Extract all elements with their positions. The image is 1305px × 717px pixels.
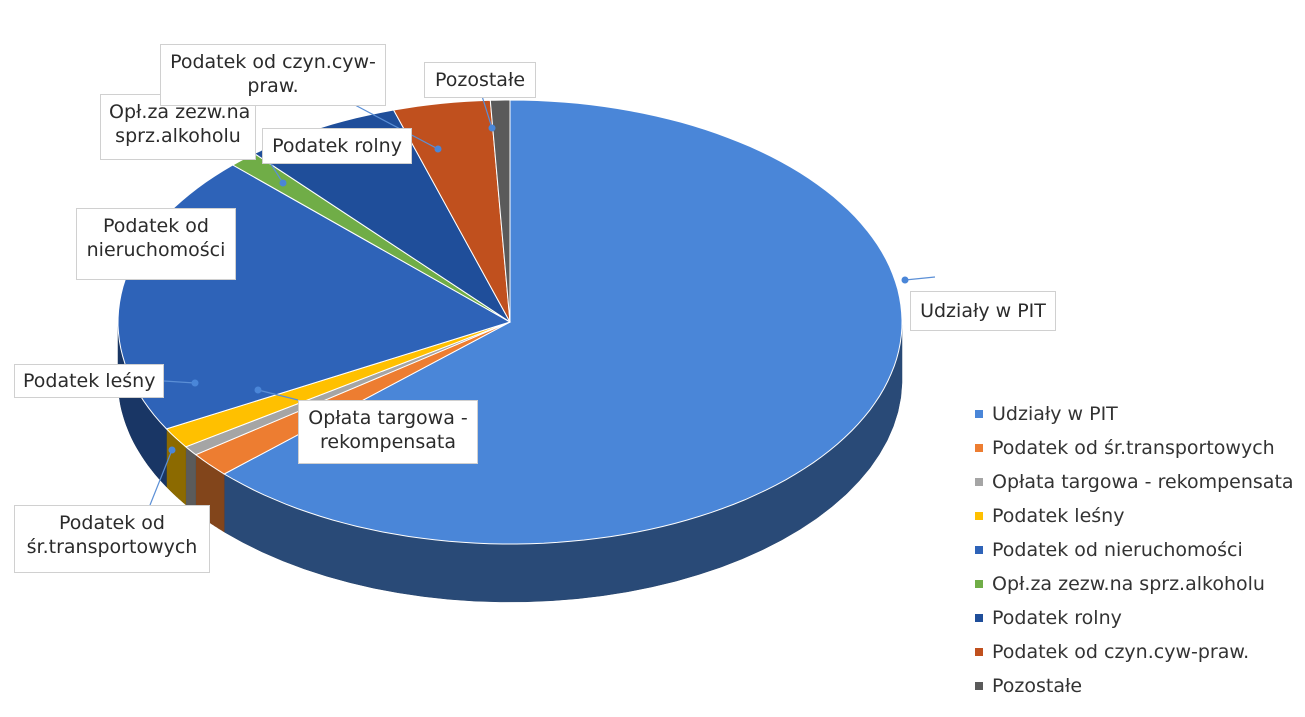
callout-alkohol: Opł.za zezw.na sprz.alkoholu: [100, 94, 256, 160]
leader-line: [163, 380, 196, 384]
legend-label: Podatek rolny: [992, 607, 1122, 629]
legend: Udziały w PIT Podatek od śr.transportowy…: [975, 397, 1295, 703]
legend-item: Podatek leśny: [975, 499, 1295, 533]
legend-label: Udziały w PIT: [992, 403, 1118, 425]
leader-line: [481, 95, 493, 129]
callout-pozostale: Pozostałe: [424, 62, 536, 98]
legend-swatch: [975, 614, 983, 622]
legend-item: Podatek od czyn.cyw-praw.: [975, 635, 1295, 669]
leader-line: [257, 389, 299, 401]
pie-slice-pozostale: [489, 99, 511, 323]
pie-slice-podatek-od-czyn-cyw-praw: [392, 99, 511, 323]
legend-item: Pozostałe: [975, 669, 1295, 703]
leader-line: [904, 276, 936, 281]
legend-label: Pozostałe: [992, 675, 1083, 697]
legend-swatch: [975, 648, 983, 656]
leader-line: [354, 104, 439, 150]
callout-rolny: Podatek rolny: [262, 128, 412, 164]
callout-transport: Podatek od śr.transportowych: [14, 505, 210, 573]
legend-label: Opł.za zezw.na sprz.alkoholu: [992, 573, 1265, 595]
legend-swatch: [975, 580, 983, 588]
leader-marker: [279, 179, 287, 187]
legend-item: Podatek od śr.transportowych: [975, 431, 1295, 465]
legend-label: Podatek od czyn.cyw-praw.: [992, 641, 1250, 663]
callout-nieruchomosci: Podatek od nieruchomości: [76, 208, 236, 280]
leader-marker: [191, 379, 199, 387]
leader-marker: [168, 446, 176, 454]
legend-swatch: [975, 478, 983, 486]
legend-item: Opłata targowa - rekompensata: [975, 465, 1295, 499]
legend-label: Podatek od śr.transportowych: [992, 437, 1275, 459]
legend-swatch: [975, 546, 983, 554]
legend-item: Podatek rolny: [975, 601, 1295, 635]
callout-targowa: Opłata targowa - rekompensata: [298, 400, 478, 464]
legend-swatch: [975, 512, 983, 520]
legend-swatch: [975, 410, 983, 418]
leader-marker: [901, 276, 909, 284]
legend-swatch: [975, 444, 983, 452]
pie-side-oplata-targowa-rekompensata: [185, 446, 197, 514]
legend-label: Podatek od nieruchomości: [992, 539, 1243, 561]
callout-lesny: Podatek leśny: [14, 364, 164, 398]
legend-swatch: [975, 682, 983, 690]
leader-line: [149, 449, 173, 506]
legend-label: Podatek leśny: [992, 505, 1125, 527]
leader-marker: [488, 124, 496, 132]
leader-marker: [254, 386, 262, 394]
legend-item: Udziały w PIT: [975, 397, 1295, 431]
callout-pit: Udziały w PIT: [910, 291, 1056, 331]
pie-top: [117, 99, 903, 545]
legend-item: Podatek od nieruchomości: [975, 533, 1295, 567]
legend-item: Opł.za zezw.na sprz.alkoholu: [975, 567, 1295, 601]
callout-czyn: Podatek od czyn.cyw- praw.: [160, 44, 386, 106]
legend-label: Opłata targowa - rekompensata: [992, 471, 1294, 493]
leader-marker: [434, 145, 442, 153]
